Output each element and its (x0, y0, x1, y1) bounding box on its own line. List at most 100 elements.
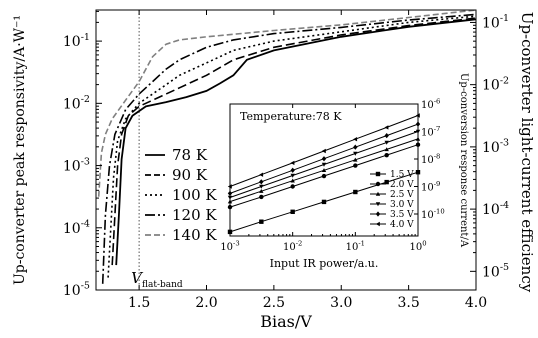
y-left-tick-label-2-exp: -3 (81, 156, 90, 167)
y-right-tick-label-2-exp: -3 (500, 138, 509, 149)
series-line-3 (101, 13, 476, 284)
inset-point-5-1 (259, 172, 264, 177)
inset-y-tick-label-1-base: 10 (421, 183, 434, 194)
inset-point-1-0 (227, 204, 233, 210)
inset-legend-label-4: 3.5 V (390, 210, 414, 220)
inset-point-1-6 (415, 142, 421, 147)
inset-y-tick-label-1: 10-9 (421, 180, 440, 194)
y-right-tick-label-1-base: 10 (482, 202, 500, 218)
legend-label-0: 78 K (172, 146, 208, 164)
inset-y-tick-label-4-base: 10 (421, 100, 434, 111)
y-right-tick-label-2-base: 10 (482, 140, 500, 156)
y-left-tick-label-2: 10-3 (63, 156, 90, 174)
inset-y-tick-label-3: 10-7 (421, 125, 440, 139)
inset-x-tick-label-2: 10-1 (346, 240, 365, 254)
inset-point-5-5 (384, 125, 389, 130)
x-tick-label-1: 2.0 (195, 295, 217, 311)
inset-point-5-2 (290, 160, 295, 166)
y-right-tick-label-0-exp: -5 (500, 262, 509, 273)
y-right-tick-label-1-exp: -4 (500, 200, 509, 211)
inset-point-2-0 (227, 199, 233, 204)
flat-band-label-main: V (131, 269, 144, 287)
inset-x-tick-label-2-base: 10 (346, 242, 359, 253)
x-tick-label-0: 1.5 (128, 295, 150, 311)
inset-point-0-3 (321, 199, 327, 205)
inset-point-4-1 (259, 179, 264, 185)
y-left-axis-label: Up-converter peak responsivity/A·W⁻¹ (12, 15, 28, 285)
flat-band-label: Vflat-band (131, 269, 183, 290)
main-legend: 78 K 90 K 100 K 120 K 140 K (145, 146, 217, 244)
inset-point-4-6 (415, 121, 421, 127)
main-plot: 1.5 2.0 2.5 3.0 3.5 4.010-510-410-310-210-110… (12, 9, 536, 331)
inset-point-4-4 (353, 144, 358, 150)
inset-legend-marker-0 (375, 171, 381, 177)
y-left-tick-label-4: 10-1 (63, 32, 90, 50)
y-right-tick-label-3-exp: -2 (500, 75, 509, 86)
y-left-tick-label-0-exp: -5 (81, 281, 90, 292)
inset-legend: 1.5 V2.0 V2.5 V3.0 V3.5 V4.0 V (370, 170, 414, 230)
inset-y-tick-label-1-exp: -9 (434, 180, 441, 188)
x-tick-label-2: 2.5 (263, 295, 285, 311)
inset-legend-label-5: 4.0 V (390, 220, 414, 230)
inset-legend-label-3: 3.0 V (390, 200, 414, 210)
legend-label-1: 90 K (172, 166, 208, 184)
inset-point-2-6 (415, 136, 421, 141)
inset-point-3-2 (290, 173, 295, 178)
inset-point-5-3 (321, 148, 326, 154)
y-right-tick-label-4: 10-1 (482, 13, 509, 31)
inset-point-0-5 (384, 179, 389, 185)
inset-point-0-6 (415, 170, 421, 175)
y-right-tick-label-3-base: 10 (482, 78, 500, 94)
inset-point-2-5 (384, 147, 389, 152)
inset-point-5-6 (415, 113, 420, 118)
x-tick-label-4: 3.5 (397, 295, 419, 311)
inset-point-3-4 (353, 151, 358, 156)
y-right-tick-label-2: 10-3 (482, 138, 509, 156)
inset-point-4-3 (321, 156, 327, 162)
legend-label-2: 100 K (172, 186, 217, 204)
inset-point-0-0 (227, 229, 233, 235)
inset-point-4-5 (384, 133, 389, 139)
inset-point-3-5 (384, 140, 389, 145)
y-left-axis-label-text: Up-converter peak responsivity/A·W⁻¹ (12, 15, 28, 285)
inset-point-2-3 (321, 168, 327, 172)
y-left-tick-label-3-exp: -2 (81, 94, 90, 105)
inset-y-tick-label-3-base: 10 (421, 128, 434, 139)
inset-x-tick-label-3: 100 (409, 240, 426, 254)
inset-point-1-4 (353, 163, 358, 168)
inset-y-tick-label-4-exp: -6 (434, 98, 441, 106)
inset-point-5-4 (353, 137, 358, 142)
y-right-tick-label-4-base: 10 (482, 15, 500, 31)
inset-point-3-1 (259, 184, 264, 189)
inset-x-tick-label-0-exp: -3 (233, 240, 240, 248)
inset-point-4-2 (290, 167, 295, 173)
inset-point-1-5 (384, 152, 389, 158)
y-right-tick-label-1: 10-4 (482, 200, 509, 218)
inset-legend-marker-5 (375, 221, 380, 227)
inset-legend-marker-4 (375, 211, 381, 217)
inset-x-tick-label-1-exp: -2 (296, 240, 303, 248)
legend-label-4: 140 K (172, 226, 217, 244)
y-left-tick-label-1: 10-4 (63, 218, 90, 236)
inset-x-tick-label-3-base: 10 (409, 242, 422, 253)
inset-point-2-4 (353, 157, 358, 162)
inset-title: Temperature:78 K (240, 110, 342, 123)
y-right-tick-label-3: 10-2 (482, 75, 509, 93)
inset-point-3-6 (415, 129, 421, 134)
inset-plot: 10-3 10-2 10-1 10010-1010-910-810-710-6Temp… (220, 73, 469, 270)
inset-x-tick-label-3-exp: 0 (422, 240, 426, 248)
y-left-tick-label-4-exp: -1 (81, 32, 90, 43)
inset-point-1-1 (259, 194, 264, 200)
inset-point-0-4 (353, 189, 358, 195)
inset-legend-label-1: 2.0 V (390, 180, 414, 190)
y-left-tick-label-1-base: 10 (63, 221, 81, 237)
inset-y-tick-label-2-exp: -8 (434, 153, 441, 161)
inset-x-tick-label-2-exp: -1 (358, 240, 365, 248)
y-left-tick-label-0: 10-5 (63, 281, 90, 299)
inset-point-0-2 (290, 209, 295, 214)
inset-point-3-3 (321, 162, 327, 167)
inset-legend-marker-1 (375, 181, 381, 187)
y-right-tick-label-4-exp: -1 (500, 13, 509, 24)
legend-label-3: 120 K (172, 206, 217, 224)
